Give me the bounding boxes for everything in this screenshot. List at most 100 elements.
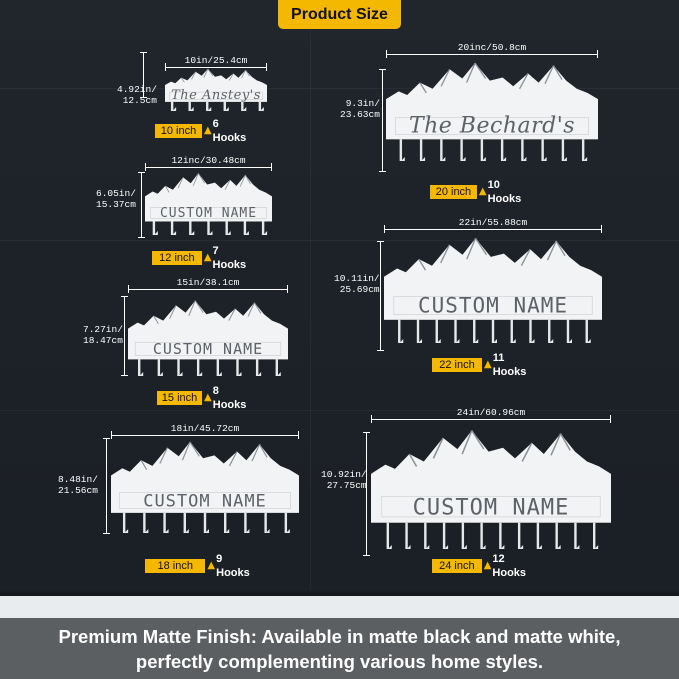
hook — [189, 221, 195, 235]
height-dimension-tick-b — [377, 350, 384, 351]
width-dimension-tick-l — [145, 163, 146, 171]
width-dimension-tick-l — [386, 50, 387, 58]
height-dimension-tick-t — [121, 296, 128, 297]
hook — [499, 522, 505, 549]
hook — [517, 522, 524, 549]
mountain-ridge-1 — [181, 441, 191, 461]
mountain-range — [128, 300, 288, 341]
hook — [183, 512, 189, 533]
hook — [243, 221, 249, 235]
name-plate — [384, 291, 602, 320]
hook — [585, 319, 591, 343]
hook-count-label: 9 Hooks — [216, 553, 250, 579]
mountain-ridge-3 — [224, 179, 231, 191]
height-label-line-1: 7.27in/ — [83, 324, 123, 335]
hook — [548, 319, 554, 343]
inch-badge: 20 inch — [430, 185, 477, 199]
height-dimension-line — [141, 172, 142, 238]
arrow-up-icon: ▲ — [483, 359, 492, 370]
width-dimension-line — [165, 67, 267, 68]
hook — [424, 522, 430, 549]
mountain-ridge-1 — [188, 300, 196, 316]
mountain-ridge-4 — [546, 240, 557, 261]
finish-caption-line-2: perfectly complementing various home sty… — [135, 651, 544, 672]
hook — [480, 139, 486, 161]
hook — [207, 221, 213, 235]
hook — [500, 139, 507, 161]
mountain-ridge-4 — [544, 65, 555, 84]
width-dimension-line — [371, 419, 611, 420]
hook — [236, 359, 242, 376]
mountain-ridge-0 — [440, 244, 451, 264]
mountain-range — [371, 430, 611, 493]
mountain-ridge-0 — [440, 68, 451, 87]
mountain-ridge-0 — [177, 177, 184, 189]
arrow-up-icon: ▲ — [483, 560, 492, 571]
height-label-line-2: 27.75cm — [326, 480, 367, 491]
name-plate — [371, 490, 611, 523]
arrow-up-icon: ▲ — [478, 186, 487, 197]
height-dimension-tick-b — [379, 171, 386, 172]
arrow-up-icon: ▲ — [207, 560, 216, 571]
mountain-ridge-4 — [251, 444, 261, 462]
width-label: 12inc/30.48cm — [171, 155, 246, 166]
hook — [480, 522, 486, 549]
inch-badge: 12 inch — [152, 251, 202, 265]
hook — [529, 319, 535, 343]
inch-badge: 24 inch — [432, 559, 482, 573]
mountain-ridge-3 — [520, 248, 531, 267]
hook — [275, 359, 281, 376]
height-dimension-tick-t — [103, 438, 110, 439]
width-dimension-tick-l — [384, 225, 385, 233]
hook-count-label: 11 Hooks — [492, 352, 527, 378]
mountain-ridge-4 — [241, 69, 246, 79]
width-label: 24in/60.96cm — [456, 407, 526, 418]
width-dimension-tick-r — [266, 63, 267, 71]
height-label-line-1: 4.92in/ — [117, 84, 157, 95]
mountain-ridge-0 — [169, 305, 177, 319]
height-dimension-tick-b — [363, 555, 370, 556]
rack-silhouette: CUSTOM NAME — [384, 237, 602, 343]
hook — [454, 319, 460, 343]
hook — [581, 139, 588, 161]
mountain-range — [111, 441, 299, 490]
rack-silhouette: CUSTOM NAME — [111, 441, 299, 533]
name-plate-border — [150, 207, 267, 219]
mountain-ridge-3 — [521, 442, 533, 462]
mountain-ridge-2 — [474, 62, 487, 79]
name-plate — [128, 338, 288, 360]
product-size-title: Product Size — [278, 0, 401, 29]
arrow-up-icon: ▲ — [203, 125, 212, 136]
hook — [386, 522, 392, 549]
mountain-ridge-2 — [474, 237, 488, 256]
hook — [555, 522, 561, 549]
height-dimension-tick-b — [138, 237, 145, 238]
hook — [461, 522, 467, 549]
hook — [521, 139, 527, 161]
inch-badge: 15 inch — [157, 391, 203, 405]
mountain-ridge-5 — [559, 433, 571, 451]
mountain-ridge-5 — [245, 69, 250, 77]
height-label-line-1: 10.11in/ — [334, 273, 380, 284]
mountain-ridge-5 — [244, 174, 251, 185]
height-label-line-2: 18.47cm — [83, 335, 123, 346]
width-dimension-line — [386, 54, 598, 55]
width-dimension-tick-r — [610, 415, 611, 423]
name-plate-border — [119, 492, 291, 509]
hook-count-label: 7 Hooks — [212, 245, 247, 271]
width-dimension-line — [128, 289, 288, 290]
height-dimension-line — [143, 52, 144, 98]
height-label-line-1: 9.3in/ — [345, 98, 380, 109]
size-label-row: 15 inch ▲ 8 Hooks — [157, 385, 251, 411]
hook — [593, 522, 599, 549]
mountain-ridge-6 — [408, 453, 418, 467]
inch-badge: 10 inch — [155, 124, 202, 138]
hook — [435, 319, 441, 343]
width-label: 18in/45.72cm — [170, 423, 240, 434]
hook — [566, 319, 572, 343]
height-dimension-tick-t — [377, 241, 384, 242]
mountain-range — [384, 238, 602, 294]
inch-badge: 18 inch — [145, 559, 206, 573]
height-label: 8.48in/21.56cm — [58, 474, 98, 496]
mountain-ridge-5 — [253, 302, 262, 314]
